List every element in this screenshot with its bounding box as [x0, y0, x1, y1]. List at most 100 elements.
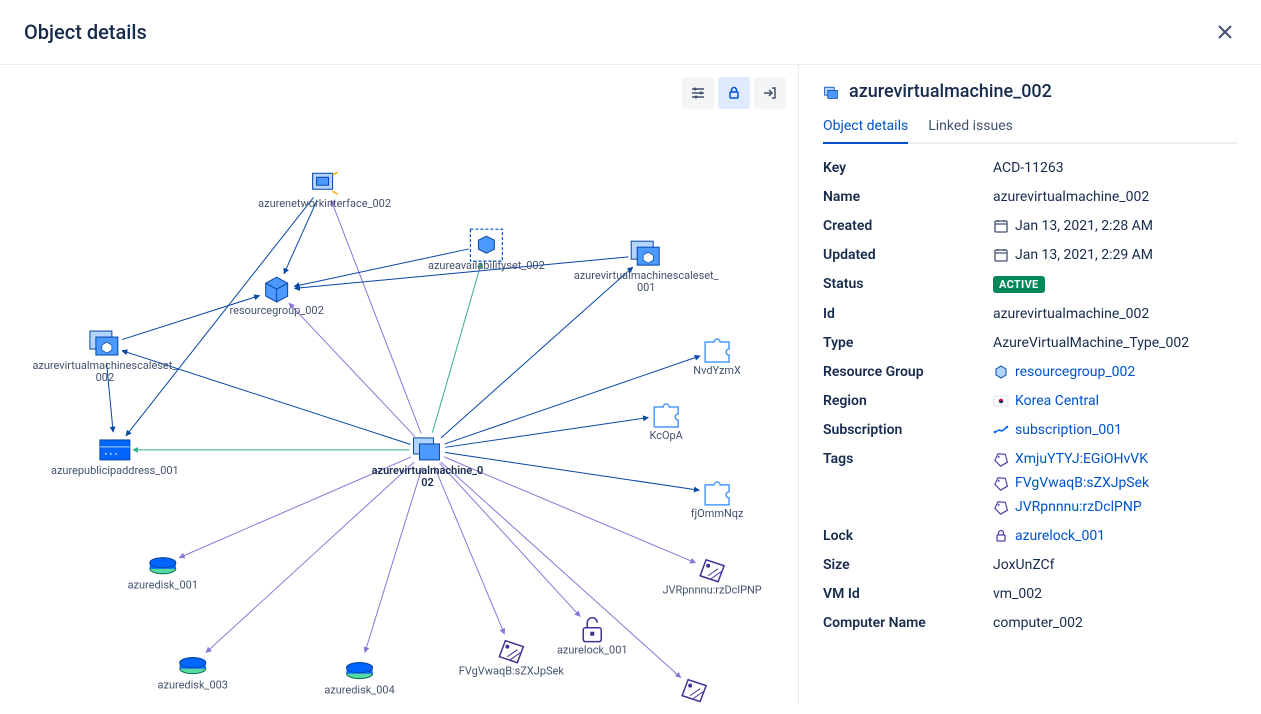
node-xmju[interactable]: XmjuYTYJ:EGiOHvVK: [642, 680, 746, 704]
label-updated: Updated: [823, 247, 993, 263]
value-id: azurevirtualmachine_002: [993, 306, 1149, 322]
tab-object-details[interactable]: Object details: [823, 118, 908, 144]
node-fj[interactable]: fjOmmNqz: [691, 482, 744, 520]
tag-item-2[interactable]: JVRpnnnu:rzDclPNP: [993, 499, 1149, 515]
close-icon: [1217, 24, 1233, 40]
node-disk4[interactable]: azuredisk_004: [324, 663, 394, 697]
tag-1-text: FVgVwaqB:sZXJpSek: [1015, 475, 1149, 491]
label-type: Type: [823, 335, 993, 351]
label-name: Name: [823, 189, 993, 205]
details-list: Key ACD-11263 Name azurevirtualmachine_0…: [823, 160, 1237, 631]
flag-icon: [993, 393, 1009, 409]
node-avail[interactable]: azureavailabilityset_002: [428, 229, 545, 272]
svg-text:FVgVwaqB:sZXJpSek: FVgVwaqB:sZXJpSek: [459, 665, 565, 678]
svg-text:azurenetworkinterface_002: azurenetworkinterface_002: [258, 197, 391, 210]
svg-text:02: 02: [421, 476, 434, 489]
tag-item-1[interactable]: FVgVwaqB:sZXJpSek: [993, 475, 1149, 491]
node-jvr[interactable]: JVRpnnnu:rzDclPNP: [662, 560, 761, 597]
node-netif[interactable]: azurenetworkinterface_002: [258, 172, 391, 210]
details-title-text: azurevirtualmachine_002: [849, 81, 1052, 102]
expand-button[interactable]: [754, 77, 786, 109]
label-status: Status: [823, 276, 993, 292]
value-updated-text: Jan 13, 2021, 2:29 AM: [1015, 247, 1153, 263]
close-button[interactable]: [1213, 20, 1237, 44]
value-size: JoxUnZCf: [993, 557, 1055, 573]
tag-icon: [993, 451, 1009, 467]
value-created-text: Jan 13, 2021, 2:28 AM: [1015, 218, 1153, 234]
calendar-icon: [993, 218, 1009, 234]
node-ss2[interactable]: azurevirtualmachinescaleset_002: [32, 331, 177, 384]
value-updated: Jan 13, 2021, 2:29 AM: [993, 247, 1153, 263]
node-disk3[interactable]: azuredisk_003: [158, 658, 228, 692]
svg-text:KcOpA: KcOpA: [649, 429, 683, 442]
calendar-icon: [993, 247, 1009, 263]
label-tags: Tags: [823, 451, 993, 467]
graph-pane[interactable]: azurevirtualmachine_002 azurenetworkinter…: [0, 65, 799, 704]
label-region: Region: [823, 393, 993, 409]
lock-icon: [726, 85, 742, 101]
node-pubip[interactable]: azurepublicipaddress_001: [51, 440, 179, 477]
value-lock-text: azurelock_001: [1015, 528, 1105, 544]
graph-toolbar: [682, 77, 786, 109]
label-lock: Lock: [823, 528, 993, 544]
svg-text:fjOmmNqz: fjOmmNqz: [691, 507, 744, 520]
lock-icon: [993, 528, 1009, 544]
value-type: AzureVirtualMachine_Type_002: [993, 335, 1189, 351]
tabs: Object details Linked issues: [823, 118, 1237, 144]
resource-group-icon: [993, 364, 1009, 380]
page-title: Object details: [24, 20, 147, 44]
node-disk1[interactable]: azuredisk_001: [128, 558, 198, 592]
value-vm-id: vm_002: [993, 586, 1042, 602]
dependency-graph[interactable]: azurevirtualmachine_002 azurenetworkinter…: [0, 65, 798, 704]
tab-linked-issues[interactable]: Linked issues: [928, 118, 1013, 144]
value-region[interactable]: Korea Central: [993, 393, 1099, 409]
node-kcopa[interactable]: KcOpA: [649, 404, 683, 442]
value-subscription[interactable]: subscription_001: [993, 422, 1122, 438]
svg-text:JVRpnnnu:rzDclPNP: JVRpnnnu:rzDclPNP: [662, 584, 761, 597]
tag-icon: [993, 475, 1009, 491]
value-subscription-text: subscription_001: [1015, 422, 1122, 438]
value-region-text: Korea Central: [1015, 393, 1099, 409]
tag-icon: [993, 499, 1009, 515]
svg-text:azurepublicipaddress_001: azurepublicipaddress_001: [51, 464, 179, 477]
node-lock[interactable]: azurelock_001: [557, 618, 628, 657]
svg-text:azuredisk_004: azuredisk_004: [324, 684, 394, 697]
svg-text:azurelock_001: azurelock_001: [557, 644, 628, 657]
status-badge: ACTIVE: [993, 276, 1045, 293]
value-resource-group[interactable]: resourcegroup_002: [993, 364, 1135, 380]
label-size: Size: [823, 557, 993, 573]
details-pane: azurevirtualmachine_002 Object details L…: [799, 65, 1261, 704]
settings-button[interactable]: [682, 77, 714, 109]
value-resource-group-text: resourcegroup_002: [1015, 364, 1135, 380]
node-fvg[interactable]: FVgVwaqB:sZXJpSek: [459, 641, 565, 678]
svg-text:azuredisk_001: azuredisk_001: [128, 579, 198, 592]
value-computer-name: computer_002: [993, 615, 1083, 631]
label-vm-id: VM Id: [823, 586, 993, 602]
svg-text:NvdYzmX: NvdYzmX: [693, 364, 741, 377]
label-id: Id: [823, 306, 993, 322]
svg-text:001: 001: [637, 281, 656, 294]
sliders-icon: [690, 85, 706, 101]
exit-icon: [762, 85, 778, 101]
tag-0-text: XmjuYTYJ:EGiOHvVK: [1015, 451, 1148, 467]
value-name: azurevirtualmachine_002: [993, 189, 1149, 205]
label-subscription: Subscription: [823, 422, 993, 438]
value-lock[interactable]: azurelock_001: [993, 528, 1105, 544]
svg-text:002: 002: [96, 371, 114, 384]
subscription-icon: [993, 422, 1009, 438]
vm-icon: [823, 84, 839, 100]
node-ss1[interactable]: azurevirtualmachinescaleset_001: [574, 241, 719, 294]
tag-2-text: JVRpnnnu:rzDclPNP: [1015, 499, 1142, 515]
label-resource-group: Resource Group: [823, 364, 993, 380]
value-tags: XmjuYTYJ:EGiOHvVK FVgVwaqB:sZXJpSek JVRp…: [993, 451, 1149, 515]
svg-text:azureavailabilityset_002: azureavailabilityset_002: [428, 259, 545, 272]
svg-text:resourcegroup_002: resourcegroup_002: [230, 304, 324, 317]
node-nvd[interactable]: NvdYzmX: [693, 339, 741, 377]
value-status: ACTIVE: [993, 276, 1045, 293]
tag-item-0[interactable]: XmjuYTYJ:EGiOHvVK: [993, 451, 1149, 467]
node-center[interactable]: azurevirtualmachine_002: [372, 438, 484, 489]
lock-view-button[interactable]: [718, 77, 750, 109]
value-created: Jan 13, 2021, 2:28 AM: [993, 218, 1153, 234]
svg-text:azuredisk_003: azuredisk_003: [158, 679, 228, 692]
label-created: Created: [823, 218, 993, 234]
